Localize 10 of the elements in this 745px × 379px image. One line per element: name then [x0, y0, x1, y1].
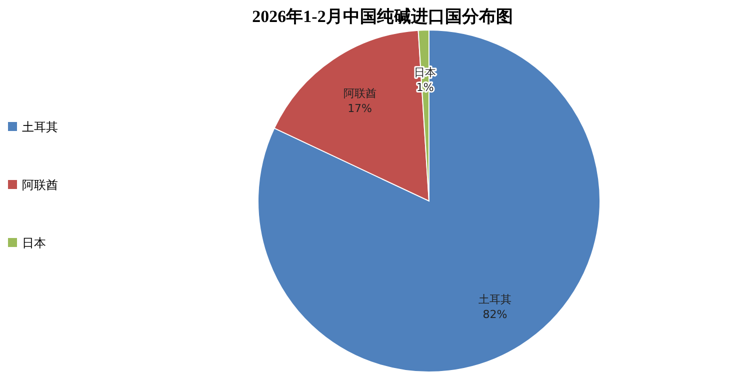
data-label: 1%: [416, 80, 434, 94]
legend-label: 阿联酋: [22, 178, 58, 192]
legend-label: 土耳其: [22, 120, 58, 134]
legend-label: 日本: [22, 236, 46, 250]
pie-slice: [258, 30, 600, 372]
slice-label: 阿联酋: [343, 87, 376, 100]
chart-title: 2026年1-2月中国纯碱进口国分布图: [252, 7, 513, 26]
data-label: 82%: [482, 308, 508, 321]
data-label: 17%: [348, 102, 372, 116]
slice-label: 土耳其: [478, 292, 512, 306]
